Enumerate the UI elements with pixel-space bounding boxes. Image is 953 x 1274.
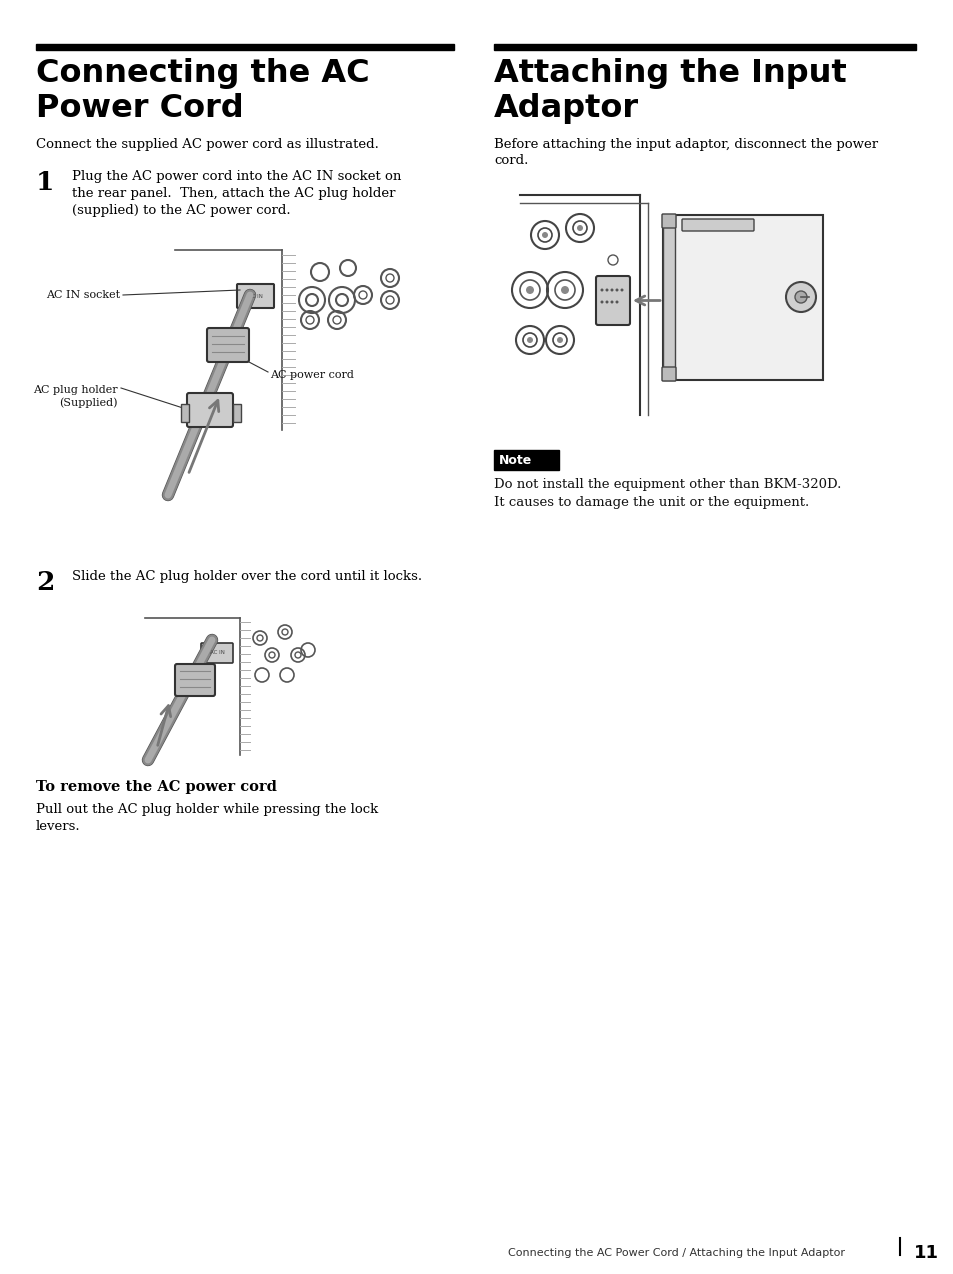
Bar [494,450,558,470]
Text: 11: 11 [913,1243,938,1263]
Circle shape [599,288,603,292]
Text: Slide the AC plug holder over the cord until it locks.: Slide the AC plug holder over the cord u… [71,569,421,583]
Text: AC IN socket: AC IN socket [46,290,120,299]
Circle shape [610,301,613,303]
FancyBboxPatch shape [187,392,233,427]
FancyBboxPatch shape [236,284,274,308]
Text: Connecting the AC
Power Cord: Connecting the AC Power Cord [36,59,369,124]
Text: Pull out the AC plug holder while pressing the lock
levers.: Pull out the AC plug holder while pressi… [36,803,377,833]
Circle shape [615,301,618,303]
FancyBboxPatch shape [201,643,233,662]
Circle shape [526,338,533,343]
FancyBboxPatch shape [681,219,753,231]
Circle shape [785,282,815,312]
Text: Attaching the Input
Adaptor: Attaching the Input Adaptor [494,59,846,124]
Circle shape [605,288,608,292]
FancyBboxPatch shape [661,214,676,228]
Text: AC power cord: AC power cord [270,369,354,380]
FancyBboxPatch shape [662,215,675,380]
Text: Plug the AC power cord into the AC IN socket on
the rear panel.  Then, attach th: Plug the AC power cord into the AC IN so… [71,169,401,217]
Circle shape [577,225,582,231]
FancyBboxPatch shape [596,276,629,325]
FancyBboxPatch shape [207,327,249,362]
Text: AC IN: AC IN [210,651,224,656]
Text: Before attaching the input adaptor, disconnect the power
cord.: Before attaching the input adaptor, disc… [494,138,877,167]
FancyBboxPatch shape [662,215,822,380]
Circle shape [599,301,603,303]
FancyBboxPatch shape [174,664,214,696]
Circle shape [560,285,568,294]
Text: Connect the supplied AC power cord as illustrated.: Connect the supplied AC power cord as il… [36,138,378,152]
Text: AC IN: AC IN [248,293,263,298]
Circle shape [605,301,608,303]
Text: 1: 1 [36,169,54,195]
Bar [233,404,241,422]
Text: Do not install the equipment other than BKM-320D.
It causes to damage the unit o: Do not install the equipment other than … [494,478,841,510]
Text: To remove the AC power cord: To remove the AC power cord [36,780,276,794]
Bar [494,45,915,50]
Circle shape [541,232,547,238]
Text: 2: 2 [36,569,54,595]
Circle shape [557,338,562,343]
Circle shape [615,288,618,292]
Circle shape [619,288,623,292]
Text: AC plug holder
(Supplied): AC plug holder (Supplied) [33,385,118,408]
Text: Note: Note [498,454,532,468]
Circle shape [794,290,806,303]
Text: Connecting the AC Power Cord / Attaching the Input Adaptor: Connecting the AC Power Cord / Attaching… [507,1249,844,1257]
Circle shape [525,285,534,294]
Circle shape [610,288,613,292]
FancyBboxPatch shape [661,367,676,381]
Bar [181,404,189,422]
Bar [682,250,772,320]
Bar [36,45,454,50]
